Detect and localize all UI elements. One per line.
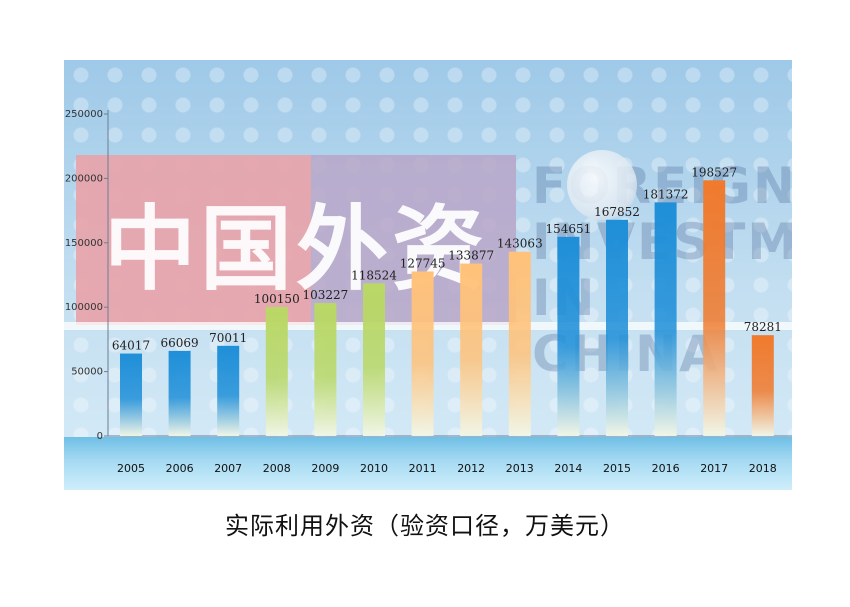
chart-panel: 中国外资 FOREIGN INVESTM IN CHINA 0500001000… bbox=[64, 60, 792, 490]
data-label-2009: 103227 bbox=[302, 288, 348, 302]
x-tick-label-2014: 2014 bbox=[554, 462, 582, 475]
y-tick-label: 200000 bbox=[65, 173, 103, 184]
bar-2014 bbox=[557, 236, 580, 436]
bar-2017 bbox=[703, 180, 726, 436]
chart-title: 实际利用外资（验资口径，万美元） bbox=[225, 512, 625, 540]
y-tick-label: 100000 bbox=[65, 302, 103, 313]
x-tick-label-2005: 2005 bbox=[117, 462, 145, 475]
data-label-2017: 198527 bbox=[691, 165, 737, 179]
bar-chart: 0 50000 100000 150000 200000 250000 64017 2005… bbox=[65, 109, 792, 475]
x-tick-label-2007: 2007 bbox=[214, 462, 242, 475]
globe-icon bbox=[567, 150, 637, 220]
bar-2008 bbox=[265, 307, 288, 436]
y-tick-label: 0 bbox=[97, 431, 103, 442]
data-label-2013: 143063 bbox=[497, 237, 543, 251]
data-label-2011: 127745 bbox=[400, 256, 446, 270]
logo-red-block bbox=[76, 155, 311, 325]
bar-2010 bbox=[363, 283, 385, 436]
bar-2006 bbox=[168, 350, 191, 436]
data-label-2015: 167852 bbox=[594, 205, 640, 219]
labels-group: 64017 2005 66069 2006 70011 2007 100150 2008 103… bbox=[112, 165, 782, 475]
x-tick-label-2009: 2009 bbox=[311, 462, 339, 475]
y-tick-label: 150000 bbox=[65, 238, 103, 249]
bars-group bbox=[120, 180, 774, 436]
y-tick-label: 250000 bbox=[65, 109, 103, 120]
data-label-2018: 78281 bbox=[744, 320, 782, 334]
x-tick-label-2006: 2006 bbox=[166, 462, 194, 475]
bar-2009 bbox=[314, 303, 337, 436]
data-label-2010: 118524 bbox=[351, 268, 397, 282]
x-tick-label-2016: 2016 bbox=[652, 462, 680, 475]
x-tick-label-2017: 2017 bbox=[700, 462, 728, 475]
x-tick-label-2012: 2012 bbox=[457, 462, 485, 475]
bar-2012 bbox=[460, 263, 483, 436]
bar-2015 bbox=[606, 219, 628, 436]
bar-2011 bbox=[411, 271, 434, 436]
bar-2007 bbox=[217, 345, 240, 436]
x-tick-label-2010: 2010 bbox=[360, 462, 388, 475]
x-tick-label-2008: 2008 bbox=[263, 462, 291, 475]
x-tick-label-2015: 2015 bbox=[603, 462, 631, 475]
x-tick-label-2011: 2011 bbox=[409, 462, 437, 475]
data-label-2005: 64017 bbox=[112, 339, 150, 353]
data-label-2012: 133877 bbox=[448, 249, 494, 263]
ground-band bbox=[64, 437, 792, 490]
data-label-2016: 181372 bbox=[643, 187, 689, 201]
x-tick-label-2018: 2018 bbox=[749, 462, 777, 475]
x-tick-label-2013: 2013 bbox=[506, 462, 534, 475]
data-label-2006: 66069 bbox=[161, 336, 199, 350]
y-tick-label: 50000 bbox=[71, 367, 103, 378]
bar-2005 bbox=[120, 353, 142, 436]
data-label-2014: 154651 bbox=[545, 222, 591, 236]
bar-2013 bbox=[508, 251, 531, 436]
bar-2016 bbox=[654, 202, 677, 436]
bar-2018 bbox=[751, 335, 774, 436]
data-label-2007: 70011 bbox=[209, 331, 247, 345]
data-label-2008: 100150 bbox=[254, 292, 300, 306]
